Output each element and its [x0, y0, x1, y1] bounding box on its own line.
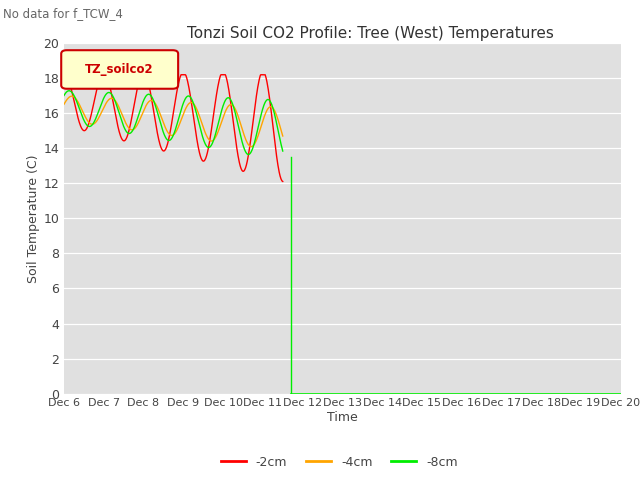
X-axis label: Time: Time — [327, 411, 358, 424]
Text: TZ_soilco2: TZ_soilco2 — [85, 63, 154, 76]
Title: Tonzi Soil CO2 Profile: Tree (West) Temperatures: Tonzi Soil CO2 Profile: Tree (West) Temp… — [187, 25, 554, 41]
FancyBboxPatch shape — [61, 50, 178, 89]
Y-axis label: Soil Temperature (C): Soil Temperature (C) — [28, 154, 40, 283]
Text: No data for f_TCW_4: No data for f_TCW_4 — [3, 7, 123, 20]
Legend: -2cm, -4cm, -8cm: -2cm, -4cm, -8cm — [216, 451, 463, 474]
